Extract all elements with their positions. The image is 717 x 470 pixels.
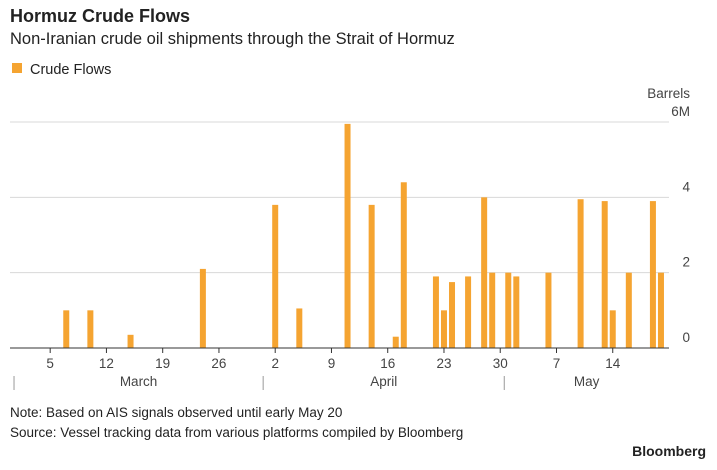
- bar: [625, 272, 632, 348]
- x-tick-label: 26: [211, 356, 226, 371]
- x-tick-label: 19: [155, 356, 170, 371]
- bar: [63, 310, 70, 348]
- bar: [545, 272, 552, 348]
- bar: [127, 334, 134, 348]
- x-tick-label: 9: [328, 356, 336, 371]
- bar: [392, 336, 399, 348]
- bar: [272, 204, 279, 348]
- x-tick-label: 12: [99, 356, 114, 371]
- x-tick-label: 7: [553, 356, 561, 371]
- x-tick-label: 5: [46, 356, 54, 371]
- x-tick-label: 2: [271, 356, 279, 371]
- month-label: March: [120, 374, 158, 389]
- legend-swatch: [12, 63, 22, 73]
- bar: [505, 272, 512, 348]
- bar: [481, 197, 488, 348]
- month-label: April: [370, 374, 397, 389]
- x-tick-label: 14: [605, 356, 621, 371]
- chart-subtitle: Non-Iranian crude oil shipments through …: [10, 30, 455, 48]
- note: Note: Based on AIS signals observed unti…: [10, 405, 342, 420]
- bar: [449, 282, 456, 348]
- bar: [344, 123, 351, 348]
- x-tick-label: 30: [493, 356, 508, 371]
- bar: [465, 276, 472, 348]
- bar: [368, 204, 375, 348]
- bar: [296, 308, 303, 348]
- y-tick-label: 2: [682, 255, 690, 270]
- bar: [432, 276, 439, 348]
- y-tick-label: 6M: [671, 104, 690, 119]
- source: Source: Vessel tracking data from variou…: [10, 425, 463, 440]
- brand: Bloomberg: [632, 443, 706, 459]
- bar: [489, 272, 496, 348]
- y-axis-label: Barrels: [647, 86, 690, 101]
- y-tick-label: 0: [682, 330, 690, 345]
- y-tick-label: 4: [682, 179, 690, 194]
- month-label: May: [574, 374, 600, 389]
- bar: [440, 310, 447, 348]
- x-tick-label: 16: [380, 356, 395, 371]
- bar: [400, 182, 407, 348]
- bar: [649, 201, 656, 348]
- bar: [513, 276, 520, 348]
- bar: [87, 310, 94, 348]
- chart-title: Hormuz Crude Flows: [10, 6, 190, 26]
- bar: [609, 310, 616, 348]
- bar: [199, 268, 206, 348]
- bar: [657, 272, 664, 348]
- x-tick-label: 23: [436, 356, 451, 371]
- legend-label: Crude Flows: [30, 62, 111, 78]
- bar: [601, 201, 608, 348]
- bar: [577, 199, 584, 348]
